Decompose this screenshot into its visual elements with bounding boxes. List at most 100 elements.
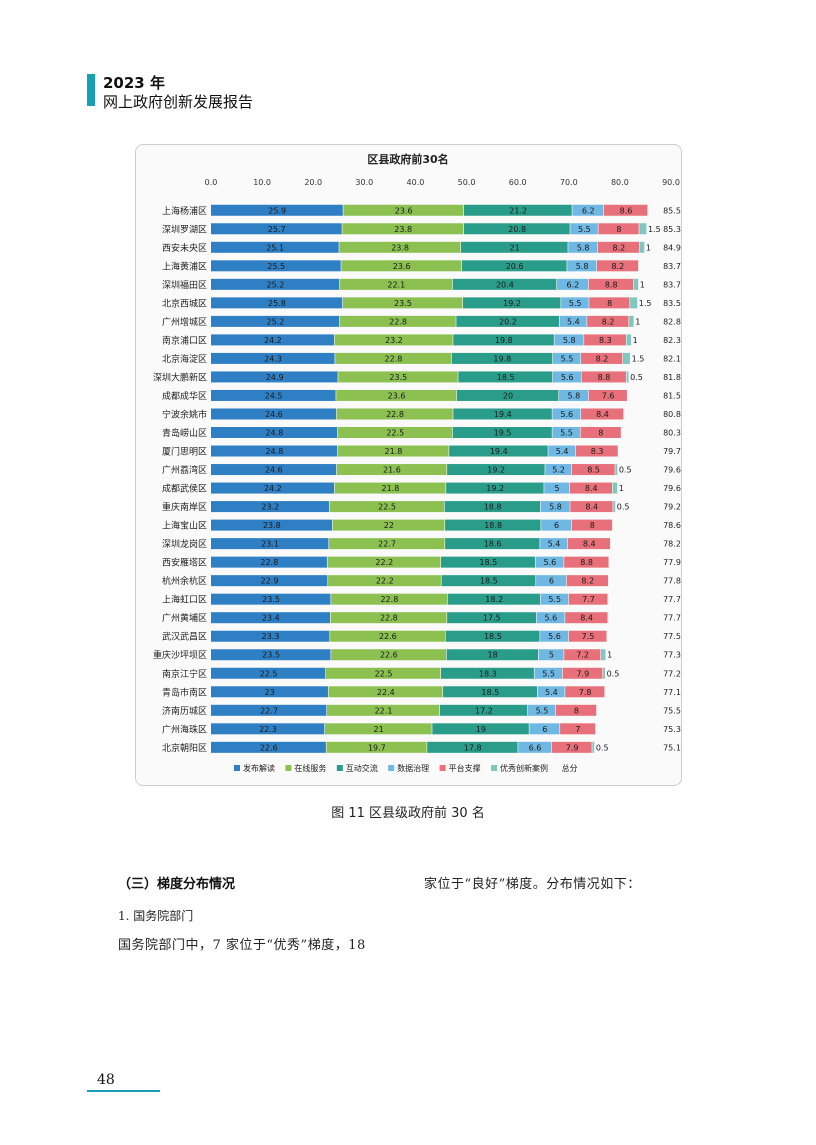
bar-segment: [565, 612, 608, 624]
data-label: 5.4: [556, 447, 569, 456]
data-label: 20.2: [499, 317, 517, 326]
bar-segment: [458, 371, 553, 383]
data-label: 7: [575, 725, 580, 734]
data-label: 8.8: [598, 373, 611, 382]
category-label: 北京朝阳区: [162, 742, 207, 754]
bar-segment: [570, 501, 613, 513]
total-label: 79.7: [663, 447, 681, 456]
bar-segment: [331, 593, 448, 605]
total-label: 84.9: [663, 243, 681, 252]
bar-segment: [548, 445, 576, 457]
category-label: 武汉武昌区: [162, 631, 207, 643]
bar-segment: [441, 667, 534, 679]
data-label: 8.4: [585, 484, 598, 493]
bar-segment: [445, 538, 540, 550]
category-label: 西安未央区: [162, 242, 207, 254]
bar-segment: [592, 741, 595, 753]
bar-segment: [538, 649, 564, 661]
category-label: 青岛崂山区: [162, 427, 207, 439]
data-label: 5.6: [545, 614, 558, 623]
data-label: 8.4: [583, 540, 596, 549]
total-label: 77.7: [663, 614, 681, 623]
bar-segment: [629, 315, 634, 327]
data-label: 19.2: [486, 484, 504, 493]
bar-segment: [211, 445, 338, 457]
data-label: 7.9: [576, 669, 589, 678]
bar-segment: [564, 556, 609, 568]
data-label: 8.2: [602, 317, 615, 326]
data-label: 6: [554, 521, 559, 530]
category-label: 宁波余姚市: [162, 408, 207, 420]
bar-segment: [560, 723, 596, 735]
bar-segment: [639, 241, 645, 253]
category-label: 广州海珠区: [162, 723, 207, 735]
bar-segment: [572, 204, 604, 216]
data-label: 22.2: [376, 577, 394, 586]
total-label: 79.2: [663, 503, 681, 512]
bar-segment: [633, 278, 639, 290]
data-label: 5.4: [548, 540, 561, 549]
data-label: 8: [616, 225, 621, 234]
bar-segment: [447, 464, 545, 476]
report-year: 2023 年: [103, 74, 165, 92]
data-label: 0.5: [619, 466, 632, 475]
bar-segment: [334, 482, 446, 494]
data-label: 22.8: [260, 558, 278, 567]
section-body-text: 国务院部门中，7 家位于“优秀”梯度，18: [118, 938, 366, 953]
total-label: 78.6: [663, 521, 681, 530]
bar-segment: [337, 427, 453, 438]
bar-segment: [464, 204, 572, 216]
bar-segment: [342, 223, 464, 235]
data-label: 22.6: [379, 632, 397, 641]
data-label: 23.2: [385, 336, 403, 345]
data-label: 19.8: [493, 354, 511, 363]
data-label: 5.5: [548, 595, 561, 604]
category-label: 南京江宁区: [162, 668, 207, 680]
bar-segment: [452, 278, 557, 290]
data-label: 8.3: [599, 336, 612, 345]
data-label: 8.2: [596, 354, 609, 363]
bar-segment: [598, 223, 639, 235]
category-label: 广州黄埔区: [162, 612, 207, 624]
data-label: 24.2: [264, 336, 282, 345]
bar-segment: [604, 204, 648, 216]
data-label: 6: [549, 577, 554, 586]
total-label: 79.6: [663, 466, 681, 475]
data-label: 5.5: [536, 706, 549, 715]
bar-segment: [581, 408, 624, 420]
bar-segment: [552, 352, 581, 364]
bar-segment: [589, 297, 630, 309]
data-label: 20.4: [496, 280, 514, 289]
bar-segment: [211, 593, 331, 605]
legend-label: 在线服务: [294, 763, 326, 773]
data-label: 6: [542, 725, 547, 734]
bar-segment: [211, 371, 338, 383]
data-label: 5.8: [576, 262, 589, 271]
data-label: 17.8: [464, 743, 482, 752]
data-label: 19.8: [495, 336, 513, 345]
data-label: 5.4: [545, 688, 558, 697]
bar-segment: [337, 445, 449, 457]
bar-segment: [211, 741, 326, 753]
bar-segment: [332, 519, 445, 531]
bar-segment: [612, 482, 618, 494]
data-label: 5.4: [567, 317, 580, 326]
data-label: 22.8: [380, 614, 398, 623]
category-label: 济南历城区: [162, 705, 207, 717]
bar-segment: [447, 612, 536, 624]
bar-segment: [564, 649, 601, 661]
bar-segment: [559, 389, 589, 401]
data-label: 8.4: [580, 614, 593, 623]
bar-segment: [571, 519, 613, 531]
bar-segment: [211, 556, 327, 568]
bar-segment: [615, 464, 618, 476]
x-tick-label: 60.0: [509, 178, 527, 187]
data-label: 8: [590, 521, 595, 530]
data-label: 23.4: [262, 614, 280, 623]
data-label: 8.3: [591, 447, 604, 456]
bar-segment: [326, 741, 427, 753]
data-label: 19.4: [490, 447, 508, 456]
data-label: 24.8: [265, 447, 283, 456]
data-label: 24.2: [264, 484, 282, 493]
data-label: 23.6: [388, 391, 406, 400]
